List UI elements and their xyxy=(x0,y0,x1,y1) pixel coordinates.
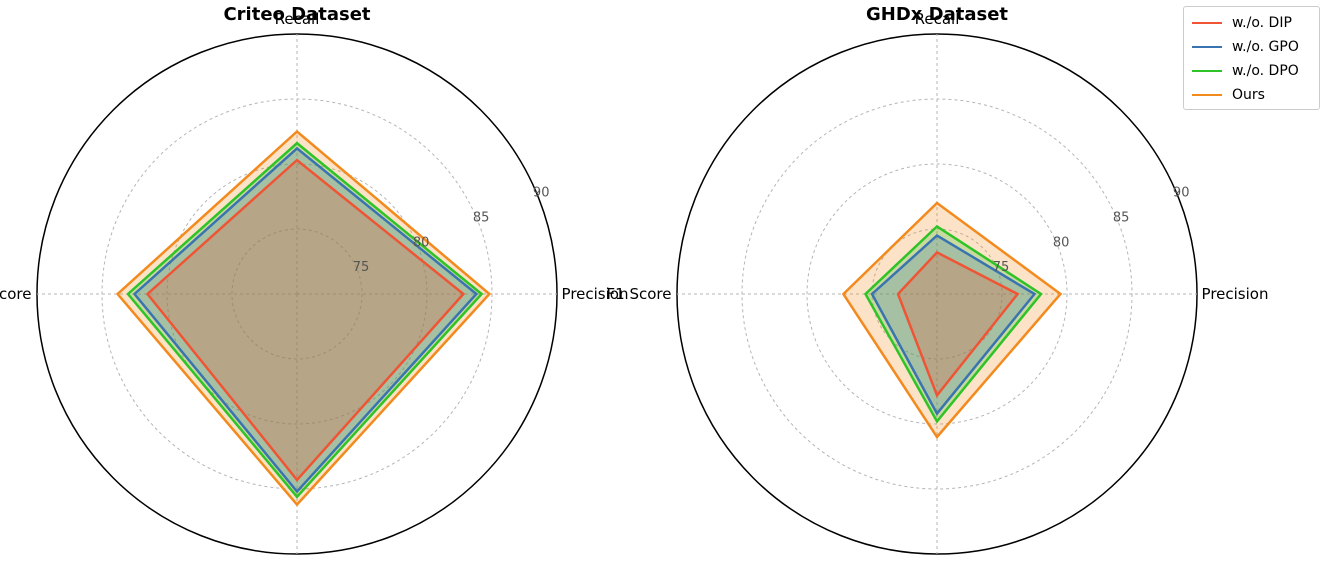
ghdx-line-w-o-gpo xyxy=(870,233,1037,416)
ghdx-axis-label-precision: Precision xyxy=(1202,285,1269,303)
ghdx-radar-chart: GHDx Dataset 75 80 85 90 Precision Recall F1 S… xyxy=(607,4,1269,563)
criteo-axis-label-precision: Precision xyxy=(562,285,629,303)
ghdx-area-w-o-dip xyxy=(898,252,1018,396)
legend-label-ours: Ours xyxy=(1232,87,1265,103)
ghdx-axis-label-recall: Recall xyxy=(915,10,960,28)
legend-item-gpo: w./o. GPO xyxy=(1184,35,1319,59)
criteo-area-w-o-dip xyxy=(147,160,464,480)
legend-item-dip: w./o. DIP xyxy=(1184,11,1319,35)
criteo-tick-label-80: 80 xyxy=(413,235,430,250)
criteo-chart-title: Criteo Dataset xyxy=(223,4,370,25)
criteo-line-w-o-dpo xyxy=(126,141,484,499)
legend-label-gpo: w./o. GPO xyxy=(1232,39,1299,55)
legend-label-dip: w./o. DIP xyxy=(1232,15,1292,31)
legend-swatch-ours xyxy=(1192,94,1222,96)
legend-item-ours: Ours xyxy=(1184,83,1319,107)
criteo-tick-label-85: 85 xyxy=(473,210,490,225)
ghdx-tick-label-90: 90 xyxy=(1173,186,1190,201)
ghdx-grid xyxy=(676,33,1198,555)
ghdx-area-ours xyxy=(843,203,1061,437)
legend-label-dpo: w./o. DPO xyxy=(1232,63,1299,79)
ghdx-tick-label-80: 80 xyxy=(1053,235,1070,250)
ghdx-line-ours xyxy=(841,201,1063,440)
criteo-line-ours xyxy=(115,129,492,507)
ghdx-line-w-o-dpo xyxy=(863,224,1043,424)
criteo-tick-label-90: 90 xyxy=(533,186,550,201)
criteo-series xyxy=(115,129,492,507)
legend: w./o. DIP w./o. GPO w./o. DPO Ours xyxy=(1183,6,1320,110)
criteo-grid xyxy=(36,33,558,555)
ghdx-grid-ring-80 xyxy=(806,163,1068,425)
criteo-line-w-o-dip xyxy=(145,158,466,482)
criteo-axis-label-f1-score: F1 Score xyxy=(0,285,31,303)
criteo-line-w-o-gpo xyxy=(132,146,479,494)
legend-swatch-dpo xyxy=(1192,70,1222,72)
ghdx-chart-title: GHDx Dataset xyxy=(866,4,1008,25)
ghdx-area-w-o-dpo xyxy=(865,226,1041,422)
legend-swatch-gpo xyxy=(1192,46,1222,48)
criteo-radar-chart: Criteo Dataset 75 80 85 90 Precision Recall F1… xyxy=(0,4,628,563)
criteo-tick-label-75: 75 xyxy=(353,260,370,275)
criteo-grid-ring-80 xyxy=(166,163,428,425)
criteo-grid-ring-75 xyxy=(231,228,363,360)
legend-item-dpo: w./o. DPO xyxy=(1184,59,1319,83)
ghdx-grid-ring-75 xyxy=(871,228,1003,360)
legend-swatch-dip xyxy=(1192,22,1222,24)
ghdx-tick-label-75: 75 xyxy=(993,260,1010,275)
criteo-axis-label-recall: Recall xyxy=(275,10,320,28)
ghdx-line-w-o-dip xyxy=(896,250,1020,398)
ghdx-tick-label-85: 85 xyxy=(1113,210,1130,225)
ghdx-axis-label-f1-score: F1 Score xyxy=(607,285,672,303)
ghdx-series xyxy=(841,201,1063,440)
